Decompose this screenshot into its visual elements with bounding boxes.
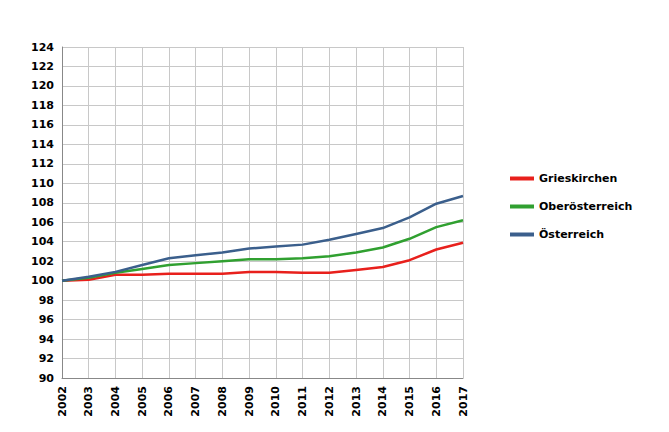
- svg-text:2010: 2010: [269, 386, 282, 417]
- svg-text:2009: 2009: [243, 386, 256, 417]
- svg-text:2007: 2007: [189, 386, 202, 417]
- svg-text:120: 120: [31, 79, 54, 92]
- svg-text:Oberösterreich: Oberösterreich: [539, 200, 632, 213]
- svg-text:Österreich: Österreich: [539, 227, 604, 241]
- svg-text:108: 108: [31, 196, 54, 209]
- svg-text:112: 112: [31, 157, 54, 170]
- svg-text:106: 106: [31, 216, 54, 229]
- svg-text:114: 114: [31, 138, 54, 151]
- svg-text:90: 90: [39, 372, 55, 385]
- svg-text:104: 104: [31, 235, 54, 248]
- svg-text:2016: 2016: [430, 386, 443, 417]
- svg-text:2014: 2014: [376, 386, 389, 417]
- svg-text:2015: 2015: [403, 386, 416, 417]
- svg-text:96: 96: [39, 313, 55, 326]
- svg-text:102: 102: [31, 255, 54, 268]
- svg-text:110: 110: [31, 177, 54, 190]
- svg-text:124: 124: [31, 41, 54, 54]
- svg-text:Grieskirchen: Grieskirchen: [539, 172, 617, 185]
- svg-text:2002: 2002: [56, 386, 69, 417]
- svg-text:116: 116: [31, 118, 54, 131]
- svg-text:92: 92: [39, 352, 54, 365]
- svg-text:2006: 2006: [162, 386, 175, 417]
- svg-text:100: 100: [31, 274, 54, 287]
- svg-text:2004: 2004: [109, 386, 122, 417]
- svg-text:2005: 2005: [136, 386, 149, 417]
- svg-text:2012: 2012: [323, 386, 336, 417]
- svg-text:2013: 2013: [350, 386, 363, 417]
- svg-text:2003: 2003: [82, 386, 95, 417]
- svg-text:94: 94: [39, 333, 55, 346]
- svg-text:118: 118: [31, 99, 54, 112]
- svg-text:2017: 2017: [457, 386, 470, 417]
- svg-text:2011: 2011: [296, 386, 309, 417]
- svg-text:122: 122: [31, 60, 54, 73]
- svg-text:2008: 2008: [216, 386, 229, 417]
- svg-text:98: 98: [39, 294, 54, 307]
